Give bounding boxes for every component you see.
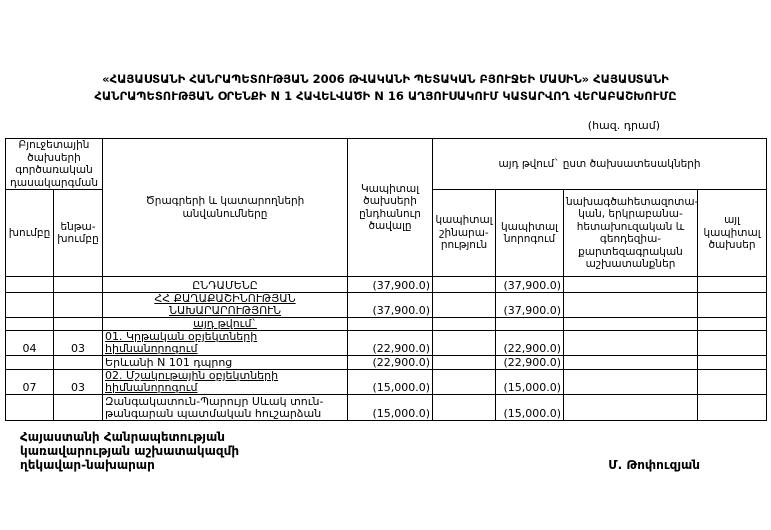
- table-row: Երևանի N 101 դպրոց (22,900.0) (22,900.0): [5, 355, 768, 370]
- program-name-cell: այդ թվում`: [102, 317, 349, 331]
- group-code-cell: [5, 276, 54, 293]
- survey-cell: [563, 330, 699, 356]
- program-name-cell: ՀՀ ՔԱՂԱՔԱՇԻՆՈՒԹՅԱՆ ՆԱԽԱՐԱՐՈՒԹՅՈՒՆ: [102, 292, 349, 318]
- header-functional-classification: Բյուջետային ծախսերի գործառական դասակարգմ…: [4, 138, 104, 190]
- table-row: 07 03 02. Մշակութային օբյեկտների հիմնանորո…: [5, 369, 768, 395]
- capital-total-cell: (37,900.0): [347, 276, 434, 293]
- header-repair: կապիտալ նորոգում: [495, 189, 565, 277]
- table-row: 04 03 01. Կրթական օբյեկտների հիմնանորոգում…: [5, 330, 768, 356]
- survey-cell: [563, 394, 699, 421]
- budget-table: Բյուջետային ծախսերի գործառական դասակարգմ…: [4, 138, 768, 421]
- program-name-cell: Երևանի N 101 դպրոց: [102, 355, 349, 370]
- construction-cell: [432, 317, 497, 331]
- document-title-line2: ՀԱՆՐԱՊԵՏՈՒԹՅԱՆ ՕՐԵՆՔԻ N 1 ՀԱՎԵԼՎԱԾԻ N 16…: [94, 89, 677, 103]
- capital-total-cell: (22,900.0): [347, 355, 434, 370]
- budget-table-body: ԸՆԴԱՄԵՆԸ (37,900.0) (37,900.0) ՀՀ ՔԱՂԱՔԱՇԻՆ…: [5, 276, 768, 421]
- group-code-cell: [5, 317, 54, 331]
- repair-cell: (37,900.0): [495, 292, 565, 318]
- repair-cell: (37,900.0): [495, 276, 565, 293]
- construction-cell: [432, 355, 497, 370]
- repair-cell: (15,000.0): [495, 394, 565, 421]
- program-name-cell: 01. Կրթական օբյեկտների հիմնանորոգում: [102, 330, 349, 356]
- header-survey: նախագծահետազոտա-կան, երկրաբանա-հետախուզա…: [563, 189, 699, 277]
- construction-cell: [432, 394, 497, 421]
- signatory-name: Մ. Թոփուզյան: [608, 458, 700, 472]
- other-capital-cell: [697, 292, 768, 318]
- repair-cell: (22,900.0): [495, 330, 565, 356]
- subgroup-code-cell: [52, 394, 104, 421]
- survey-cell: [563, 369, 699, 395]
- document-title-line1: «ՀԱՅԱՍՏԱՆԻ ՀԱՆՐԱՊԵՏՈՒԹՅԱՆ 2006 ԹՎԱԿԱՆԻ Պ…: [102, 72, 669, 86]
- subgroup-code-cell: [52, 317, 104, 331]
- header-group: խումբը: [5, 189, 54, 277]
- construction-cell: [432, 276, 497, 293]
- subgroup-code-cell: 03: [52, 330, 104, 356]
- program-name-cell: 02. Մշակութային օբյեկտների հիմնանորոգում: [102, 369, 349, 395]
- group-code-cell: 07: [5, 369, 54, 395]
- other-capital-cell: [697, 355, 768, 370]
- header-by-expense-type: այդ թվում` ըստ ծախսատեսակների: [432, 138, 768, 190]
- repair-cell: (22,900.0): [495, 355, 565, 370]
- survey-cell: [563, 317, 699, 331]
- capital-total-cell: [347, 317, 434, 331]
- subgroup-code-cell: [52, 276, 104, 293]
- group-code-cell: 04: [5, 330, 54, 356]
- group-code-cell: [5, 355, 54, 370]
- table-row: Զանգակատուն-Պարույր Սևակ տուն-թանգարան պ…: [5, 394, 768, 421]
- construction-cell: [432, 369, 497, 395]
- group-code-cell: [5, 292, 54, 318]
- other-capital-cell: [697, 317, 768, 331]
- header-subgroup: ենթա-խումբը: [52, 189, 104, 277]
- subgroup-code-cell: 03: [52, 369, 104, 395]
- survey-cell: [563, 276, 699, 293]
- signatory-title: Հայաստանի Հանրապետության կառավարության ա…: [20, 430, 240, 472]
- construction-cell: [432, 292, 497, 318]
- header-other-capital: այլ կապիտալ ծախսեր: [697, 189, 768, 277]
- program-name-cell: ԸՆԴԱՄԵՆԸ: [102, 276, 349, 293]
- budget-table-header: Բյուջետային ծախսերի գործառական դասակարգմ…: [4, 138, 768, 277]
- capital-total-cell: (15,000.0): [347, 394, 434, 421]
- capital-total-cell: (37,900.0): [347, 292, 434, 318]
- capital-total-cell: (22,900.0): [347, 330, 434, 356]
- header-programs: Ծրագրերի և կատարողների անվանումները: [102, 138, 349, 277]
- other-capital-cell: [697, 369, 768, 395]
- table-row: ՀՀ ՔԱՂԱՔԱՇԻՆՈՒԹՅԱՆ ՆԱԽԱՐԱՐՈՒԹՅՈՒՆ (37,900…: [5, 292, 768, 318]
- capital-total-cell: (15,000.0): [347, 369, 434, 395]
- document-title: «ՀԱՅԱՍՏԱՆԻ ՀԱՆՐԱՊԵՏՈՒԹՅԱՆ 2006 ԹՎԱԿԱՆԻ Պ…: [0, 71, 771, 105]
- subgroup-code-cell: [52, 355, 104, 370]
- survey-cell: [563, 355, 699, 370]
- other-capital-cell: [697, 330, 768, 356]
- header-capital-total: Կապիտալ ծախսերի ընդհանուր ծավալը: [347, 138, 434, 277]
- other-capital-cell: [697, 394, 768, 421]
- footer: Հայաստանի Հանրապետության կառավարության ա…: [20, 430, 700, 472]
- construction-cell: [432, 330, 497, 356]
- unit-note: (հազ. դրամ): [587, 119, 660, 132]
- subgroup-code-cell: [52, 292, 104, 318]
- table-row: այդ թվում`: [5, 317, 768, 331]
- table-row: ԸՆԴԱՄԵՆԸ (37,900.0) (37,900.0): [5, 276, 768, 293]
- program-name-cell: Զանգակատուն-Պարույր Սևակ տուն-թանգարան պ…: [102, 394, 349, 421]
- group-code-cell: [5, 394, 54, 421]
- other-capital-cell: [697, 276, 768, 293]
- repair-cell: [495, 317, 565, 331]
- repair-cell: (15,000.0): [495, 369, 565, 395]
- header-construction: կապիտալ շինարա-րություն: [432, 189, 497, 277]
- survey-cell: [563, 292, 699, 318]
